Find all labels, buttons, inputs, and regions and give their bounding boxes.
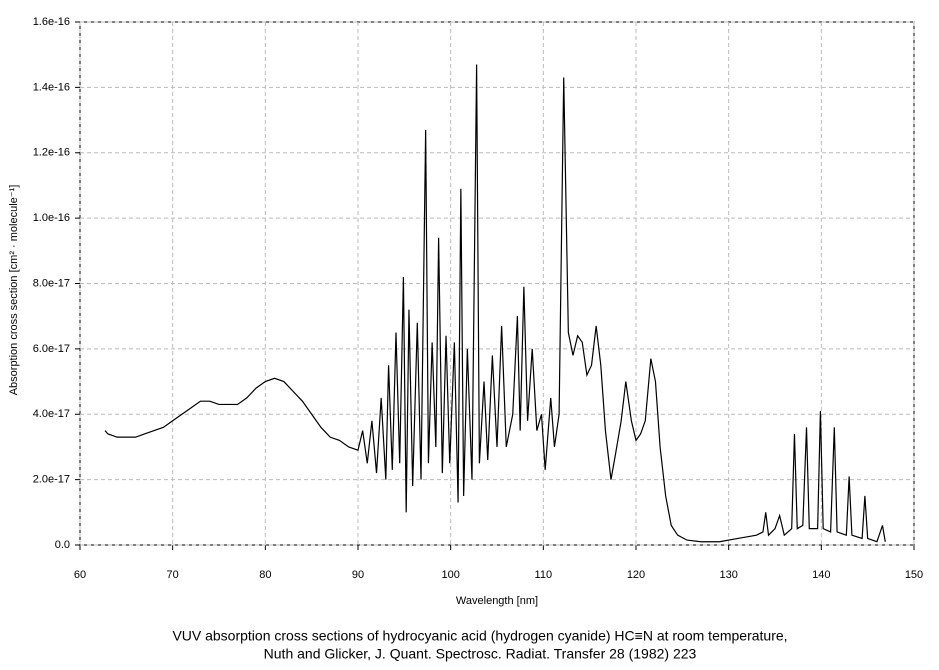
x-tick-label: 90 [352, 569, 364, 581]
y-tick-label: 6.0e-17 [33, 343, 70, 355]
x-tick-label: 130 [719, 569, 737, 581]
y-tick-label: 4.0e-17 [33, 408, 70, 420]
y-tick-label: 8.0e-17 [33, 277, 70, 289]
x-tick-label: 120 [627, 569, 645, 581]
y-tick-label: 2.0e-17 [33, 474, 70, 486]
x-tick-label: 140 [812, 569, 830, 581]
caption-line: Nuth and Glicker, J. Quant. Spectrosc. R… [264, 646, 697, 662]
x-tick-label: 60 [74, 569, 86, 581]
x-tick-label: 70 [167, 569, 179, 581]
x-axis-label: Wavelength [nm] [456, 595, 538, 607]
y-tick-label: 1.6e-16 [33, 16, 70, 28]
x-tick-label: 80 [259, 569, 271, 581]
spectrum-line [104, 64, 886, 543]
x-tick-label: 100 [441, 569, 459, 581]
y-tick-label: 1.0e-16 [33, 212, 70, 224]
y-axis-label: Absorption cross section [cm² · molecule… [8, 185, 20, 396]
x-tick-label: 150 [905, 569, 923, 581]
y-tick-label: 1.4e-16 [33, 81, 70, 93]
caption-line: VUV absorption cross sections of hydrocy… [172, 628, 787, 644]
x-tick-label: 110 [535, 569, 553, 581]
y-tick-label: 1.2e-16 [33, 147, 70, 159]
y-tick-label: 0.0 [55, 539, 70, 551]
